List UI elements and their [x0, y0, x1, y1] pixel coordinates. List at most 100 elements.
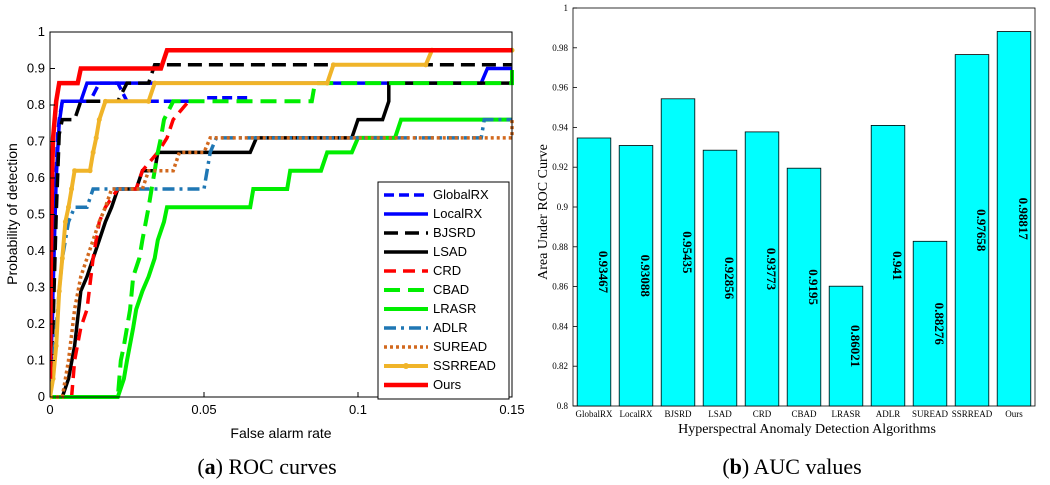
auc-y-tick-label: 0.92 — [552, 162, 568, 172]
roc-legend-label-ours: Ours — [433, 377, 462, 392]
roc-y-tick-label: 0.6 — [27, 170, 45, 185]
roc-y-axis-label: Probability of detection — [4, 143, 20, 285]
roc-legend-label-adlr: ADLR — [433, 320, 468, 335]
auc-bar-globalrx — [576, 137, 612, 407]
roc-point-ssrread — [59, 255, 65, 261]
auc-bar-crd — [744, 131, 780, 407]
roc-chart: 0 0.05 0.1 0.15 0 0.1 0.2 0.3 0.4 0.5 0.6 0.7 0.8 0.9… — [4, 24, 525, 441]
roc-x-axis-label: False alarm rate — [230, 425, 331, 441]
roc-x-tick-label: 0 — [46, 402, 53, 417]
roc-legend-label-lsad: LSAD — [433, 244, 467, 259]
roc-point-ssrread — [96, 117, 102, 123]
roc-point-ssrread — [423, 62, 429, 68]
roc-y-tick-label: 0 — [38, 389, 45, 404]
roc-curve-ours — [50, 48, 512, 379]
roc-point-ssrread — [87, 168, 93, 174]
roc-curve-lsad — [60, 81, 512, 398]
roc-y-tick-label: 0.8 — [27, 97, 45, 112]
roc-legend-label-localrx: LocalRX — [433, 206, 482, 221]
roc-y-tick-label: 0.4 — [27, 243, 45, 258]
roc-point-ssrread — [330, 62, 336, 68]
auc-category-label: CBAD — [791, 409, 817, 419]
caption-b-text: AUC values — [754, 454, 862, 479]
roc-y-tick-label: 0.7 — [27, 134, 45, 149]
roc-legend-label-bjsrd: BJSRD — [433, 225, 476, 240]
roc-point-ssrread — [102, 98, 108, 104]
auc-y-tick-label: 0.88 — [552, 242, 568, 252]
auc-category-label: LocalRX — [620, 409, 653, 419]
caption-a-text: ROC curves — [229, 454, 337, 479]
roc-curve-cbad — [99, 64, 514, 399]
roc-curve-bjsrd — [50, 63, 512, 398]
auc-bar-value-label: 0.93088 — [638, 255, 653, 298]
auc-bar-suread — [912, 240, 948, 407]
auc-category-label: LSAD — [708, 409, 732, 419]
roc-legend-marker — [403, 363, 409, 369]
auc-bar-value-label: 0.86021 — [848, 325, 863, 367]
auc-category-label: GlobalRX — [576, 409, 613, 419]
auc-y-tick-label: 0.96 — [552, 83, 568, 93]
roc-x-tick-label: 0.15 — [499, 402, 524, 417]
auc-bar-localrx — [618, 145, 654, 407]
auc-y-axis-label: Area Under ROC Curve — [536, 144, 551, 280]
roc-point-ssrread — [65, 204, 71, 210]
auc-chart: 0.93467 GlobalRX 0.93088 LocalRX 0.95435 BJSR… — [536, 3, 1036, 437]
roc-point-ssrread — [90, 149, 96, 155]
roc-y-tick-label: 0.2 — [27, 316, 45, 331]
auc-y-tick-label: 1 — [564, 3, 569, 13]
roc-point-ssrread — [152, 80, 158, 86]
roc-x-tick-label: 0.1 — [349, 402, 367, 417]
auc-category-label: ADLR — [876, 409, 901, 419]
roc-point-ssrread — [93, 135, 99, 141]
auc-y-tick-label: 0.84 — [552, 321, 568, 331]
roc-y-tick-label: 1 — [38, 24, 45, 39]
roc-curve-suread — [50, 119, 514, 399]
auc-bar-value-label: 0.941 — [890, 251, 905, 280]
roc-point-ssrread — [324, 80, 330, 86]
auc-y-tick-label: 0.98 — [552, 43, 568, 53]
auc-bar-ssrread — [954, 54, 990, 407]
auc-bar-ours — [996, 31, 1032, 407]
auc-bar-value-label: 0.93773 — [764, 248, 779, 291]
roc-point-ssrread — [69, 186, 75, 192]
auc-category-label: LRASR — [831, 409, 860, 419]
auc-category-label: BJSRD — [664, 409, 692, 419]
auc-category-label: SUREAD — [912, 409, 949, 419]
auc-bar-bjsrd — [660, 98, 696, 407]
auc-bar-lsad — [702, 149, 738, 407]
roc-y-tick-label: 0.1 — [27, 353, 45, 368]
roc-legend-label-globalrx: GlobalRX — [433, 187, 489, 202]
roc-y-tick-label: 0.5 — [27, 207, 45, 222]
roc-point-ssrread — [62, 219, 68, 225]
roc-curves — [49, 31, 515, 400]
auc-bar-value-label: 0.97658 — [974, 209, 989, 252]
auc-bar-value-label: 0.95435 — [680, 231, 695, 274]
roc-point-ssrread — [53, 343, 59, 349]
auc-bar-cbad — [786, 167, 822, 407]
caption-b-letter: b — [730, 454, 742, 479]
roc-legend: GlobalRX LocalRX BJSRD LSAD CRD CBAD LRASR ADLR… — [377, 181, 510, 400]
auc-bar-value-label: 0.9195 — [806, 269, 821, 305]
auc-bar-lrasr — [828, 285, 864, 407]
auc-y-tick-label: 0.82 — [552, 361, 568, 371]
auc-y-tick-label: 0.8 — [557, 401, 569, 411]
auc-bar-value-label: 0.93467 — [596, 251, 611, 294]
auc-bar-adlr — [870, 125, 906, 407]
roc-y-tick-label: 0.9 — [27, 61, 45, 76]
auc-category-label: SSRREAD — [952, 409, 993, 419]
auc-bars: 0.93467 GlobalRX 0.93088 LocalRX 0.95435 BJSR… — [576, 31, 1032, 419]
auc-ticks: 0.8 0.82 0.84 0.86 0.88 0.9 0.92 0.94 0.96 0.98 1 — [552, 3, 577, 411]
auc-y-tick-label: 0.86 — [552, 282, 568, 292]
roc-ticks: 0 0.05 0.1 0.15 0 0.1 0.2 0.3 0.4 0.5 0.6 0.7 0.8 0.9… — [27, 24, 525, 417]
caption-b: (b) AUC values — [722, 454, 861, 479]
auc-bar-value-label: 0.88276 — [932, 303, 947, 346]
roc-x-tick-label: 0.05 — [191, 402, 216, 417]
auc-bar-value-label: 0.98817 — [1016, 198, 1031, 241]
auc-bar-value-label: 0.92856 — [722, 257, 737, 300]
roc-legend-label-lrasr: LRASR — [433, 301, 476, 316]
caption-a: (a) ROC curves — [197, 454, 336, 479]
auc-y-tick-label: 0.94 — [552, 122, 568, 132]
roc-point-ssrread — [72, 168, 78, 174]
auc-category-label: CRD — [753, 409, 772, 419]
